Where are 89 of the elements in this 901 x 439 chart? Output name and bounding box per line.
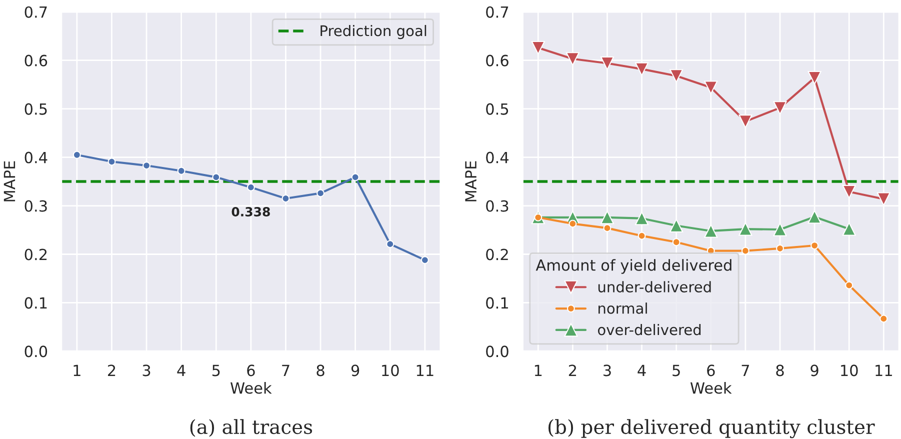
point: [386, 240, 394, 248]
point: [808, 210, 822, 224]
y-tick-label: 0.2: [486, 248, 508, 260]
x-tick-label: 8: [776, 364, 784, 376]
x-tick-label: 1: [74, 364, 80, 376]
y-tick-label: 0.7: [486, 6, 508, 18]
point: [670, 218, 684, 232]
point: [316, 189, 325, 198]
point: [282, 194, 290, 202]
point: [72, 150, 81, 159]
text: (b) per delivered quantity cluster: [548, 419, 875, 438]
y-tick-label: 0.0: [486, 346, 508, 358]
legend-label: under-delivered: [598, 281, 711, 292]
x-tick-label: 5: [212, 364, 220, 376]
y-tick-label: 0.3: [486, 200, 508, 212]
x-tick-label: 9: [351, 364, 360, 376]
y-axis-title: MAPE: [4, 161, 16, 202]
legend-title: Amount of yield delivered: [536, 259, 732, 274]
y-tick-label: 0.6: [486, 54, 508, 66]
x-tick-label: 4: [638, 364, 646, 376]
point: [704, 80, 718, 94]
point: [638, 232, 646, 240]
x-tick-label: 2: [108, 364, 116, 376]
point: [670, 69, 684, 83]
x-tick-label: 7: [282, 364, 290, 376]
x-tick-label: 10: [382, 364, 399, 376]
point: [773, 222, 787, 236]
point: [142, 162, 151, 170]
point: [600, 210, 614, 224]
point: [704, 224, 718, 238]
point: [842, 222, 856, 236]
data-label: 0.338: [232, 207, 270, 216]
x-tick-label: 2: [568, 364, 576, 376]
legend-label: over-delivered: [598, 324, 701, 336]
x-tick-label: 5: [672, 364, 680, 376]
point: [603, 224, 612, 232]
text: (a) all traces: [190, 419, 312, 437]
legend-label: Prediction goal: [320, 24, 426, 40]
point: [672, 238, 680, 246]
point: [773, 101, 787, 115]
x-tick-label: 1: [534, 364, 542, 376]
y-tick-label: 0.5: [486, 103, 508, 115]
point: [741, 246, 750, 255]
x-tick-label: 11: [416, 364, 434, 376]
point: [420, 256, 429, 264]
x-tick-label: 6: [707, 364, 715, 376]
point: [845, 281, 854, 290]
point: [635, 212, 649, 226]
point: [531, 40, 545, 54]
y-tick-label: 0.2: [24, 248, 47, 260]
x-tick-label: 4: [177, 364, 186, 376]
x-axis-title: Week: [230, 382, 272, 394]
point: [880, 314, 888, 323]
point: [568, 220, 577, 228]
y-tick-label: 0.6: [24, 54, 48, 66]
y-tick-label: 0.3: [24, 200, 47, 212]
point: [876, 192, 890, 206]
y-tick-label: 0.4: [24, 152, 48, 164]
point: [566, 52, 580, 66]
point: [351, 173, 360, 182]
point: [108, 158, 116, 166]
x-axis-title: Week: [690, 382, 732, 394]
point: [738, 114, 752, 128]
y-tick-label: 0.0: [24, 346, 48, 358]
x-tick-label: 11: [876, 364, 892, 376]
point: [776, 244, 784, 252]
point: [600, 56, 614, 70]
x-tick-label: 10: [841, 364, 858, 376]
x-tick-label: 6: [247, 364, 255, 376]
y-tick-label: 0.4: [486, 152, 509, 164]
point: [212, 173, 220, 182]
x-tick-label: 8: [316, 364, 324, 376]
y-tick-label: 0.7: [24, 6, 47, 18]
point: [246, 183, 255, 192]
y-tick-label: 0.5: [24, 103, 47, 115]
x-tick-label: 7: [742, 364, 749, 376]
point: [808, 71, 822, 85]
x-tick-label: 9: [810, 364, 818, 376]
point: [635, 62, 649, 76]
point: [810, 242, 819, 250]
y-tick-label: 0.1: [24, 297, 47, 309]
point: [738, 222, 752, 236]
y-tick-label: 0.1: [486, 297, 508, 309]
x-tick-label: 3: [142, 364, 150, 376]
x-tick-label: 3: [604, 364, 611, 376]
point: [842, 184, 856, 198]
point: [177, 166, 186, 175]
y-axis-title: MAPE: [465, 161, 476, 202]
legend-label: normal: [598, 302, 647, 314]
